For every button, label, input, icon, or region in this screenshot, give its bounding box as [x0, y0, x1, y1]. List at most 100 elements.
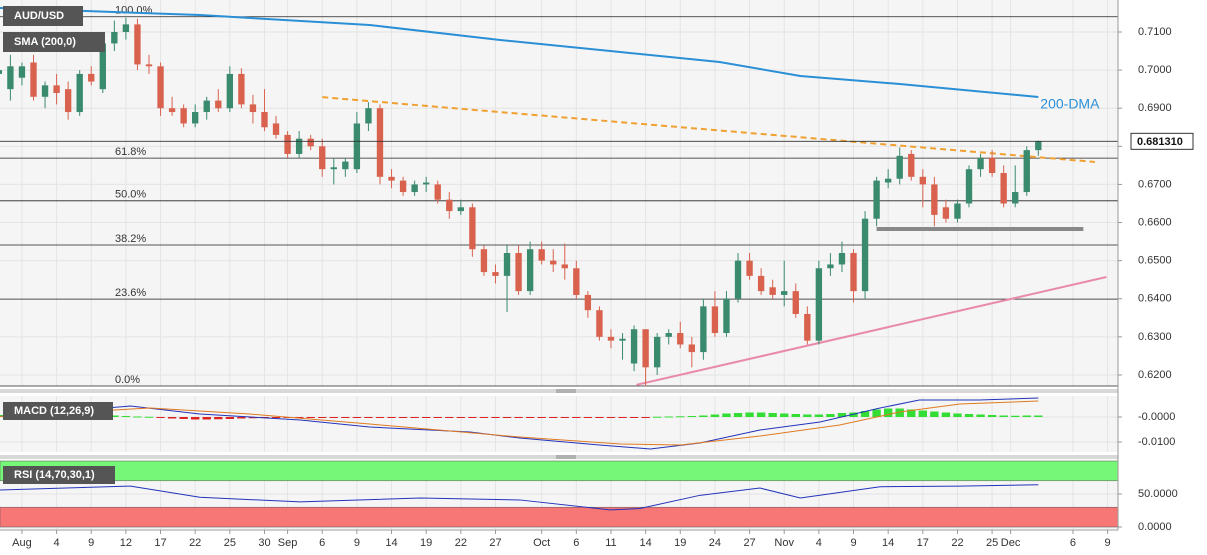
symbol-box[interactable] — [3, 6, 83, 26]
candle-body — [18, 66, 26, 78]
rsi-label: RSI (14,70,30,1) — [14, 469, 95, 481]
candle-body — [931, 184, 938, 215]
candle-body — [99, 43, 106, 90]
candle-body — [700, 306, 707, 353]
macd-bar — [583, 417, 593, 418]
candle-body — [411, 184, 418, 193]
indicator-box[interactable] — [3, 402, 113, 420]
candle-body — [122, 24, 130, 33]
fib-label: 23.6% — [115, 287, 146, 299]
candle-body — [596, 310, 603, 337]
x-tick-label: 11 — [605, 537, 616, 549]
candle-body — [492, 272, 499, 276]
x-tick-label: 9 — [1105, 537, 1111, 549]
candle-body — [884, 178, 892, 183]
x-tick-label: 17 — [917, 537, 929, 549]
candle-body — [111, 32, 118, 44]
y-tick-label: 0.6700 — [1138, 178, 1172, 190]
candle-body — [757, 275, 765, 292]
macd-bar — [341, 417, 350, 418]
macd-bar — [433, 417, 442, 418]
x-tick-label: 6 — [1070, 537, 1076, 549]
macd-bar — [987, 415, 997, 417]
candle-body — [41, 85, 49, 97]
x-tick-label: Oct — [533, 537, 550, 549]
panel-divider[interactable] — [0, 389, 1118, 393]
y-tick-label: 0.6900 — [1138, 102, 1172, 114]
y-tick-label: 0.6200 — [1138, 369, 1172, 381]
x-tick-label: 9 — [850, 537, 856, 549]
fib-label: 61.8% — [115, 146, 146, 158]
x-tick-label: 6 — [573, 537, 579, 549]
candle-body — [550, 260, 557, 265]
candle-body — [76, 73, 83, 113]
candle-body — [607, 336, 615, 341]
candle-body — [804, 313, 811, 341]
candle-body — [873, 180, 880, 219]
trendline — [636, 276, 1107, 386]
candle-body — [203, 100, 210, 113]
candle-body — [423, 182, 430, 185]
candle-body — [573, 268, 580, 295]
candle-body — [192, 112, 199, 124]
candle-body — [838, 253, 846, 265]
candle-body — [180, 108, 187, 124]
candle-body — [908, 153, 915, 177]
macd-bar — [595, 417, 604, 418]
macd-bar — [537, 417, 546, 418]
candle-body — [353, 123, 361, 170]
macd-bar — [918, 410, 927, 417]
macd-bar — [826, 414, 835, 417]
x-tick-label: 14 — [882, 537, 894, 549]
rsi-line — [0, 484, 1039, 511]
y-tick-label: 0.6500 — [1138, 255, 1172, 267]
indicator-box[interactable] — [3, 32, 105, 52]
fib-label: 0.0% — [115, 374, 140, 386]
macd-bar — [133, 416, 142, 418]
candle-body — [723, 298, 730, 334]
x-tick-label: 14 — [385, 537, 397, 549]
x-tick-label: Sep — [278, 537, 298, 549]
macd-bar — [387, 417, 396, 418]
candle-body — [88, 73, 95, 82]
candle-body — [677, 333, 684, 345]
candle-body — [965, 169, 973, 204]
x-tick-label: 9 — [88, 537, 94, 549]
candle-body — [919, 176, 926, 185]
x-tick-label: Nov — [774, 537, 794, 549]
candle-body — [988, 157, 996, 173]
candle-body — [642, 329, 649, 368]
macd-bar — [953, 413, 962, 417]
candle-body — [480, 249, 488, 273]
macd-bar — [491, 417, 500, 418]
candle-body — [53, 85, 60, 93]
last-price-label: 0.681310 — [1137, 136, 1183, 148]
candle-body — [781, 291, 788, 295]
x-tick-label: 4 — [816, 537, 822, 549]
fib-label: 100.0% — [115, 5, 153, 17]
x-tick-label: Aug — [12, 537, 32, 549]
candle-body — [284, 134, 291, 154]
candle-body — [746, 260, 753, 276]
macd-bar — [560, 417, 569, 418]
y-tick-label: 0.6600 — [1138, 216, 1172, 228]
candle-body — [503, 253, 511, 276]
x-tick-label: 14 — [639, 537, 651, 549]
sma-line — [0, 7, 1039, 99]
indicator-box[interactable] — [3, 466, 115, 484]
x-tick-label: 25 — [986, 537, 998, 549]
x-tick-label: 27 — [743, 537, 755, 549]
macd-bar — [629, 417, 639, 418]
candle-body — [226, 73, 234, 109]
candle-body — [272, 123, 280, 135]
macd-bar — [814, 414, 824, 417]
panel-divider[interactable] — [0, 455, 1118, 459]
candle-body — [942, 207, 950, 219]
macd-bar — [294, 417, 304, 418]
x-tick-label: 19 — [674, 537, 686, 549]
macd-panel — [0, 396, 1118, 452]
candle-body — [1023, 150, 1030, 193]
candle-body — [434, 184, 441, 200]
candle-body — [238, 73, 245, 105]
candle-body — [388, 176, 395, 181]
